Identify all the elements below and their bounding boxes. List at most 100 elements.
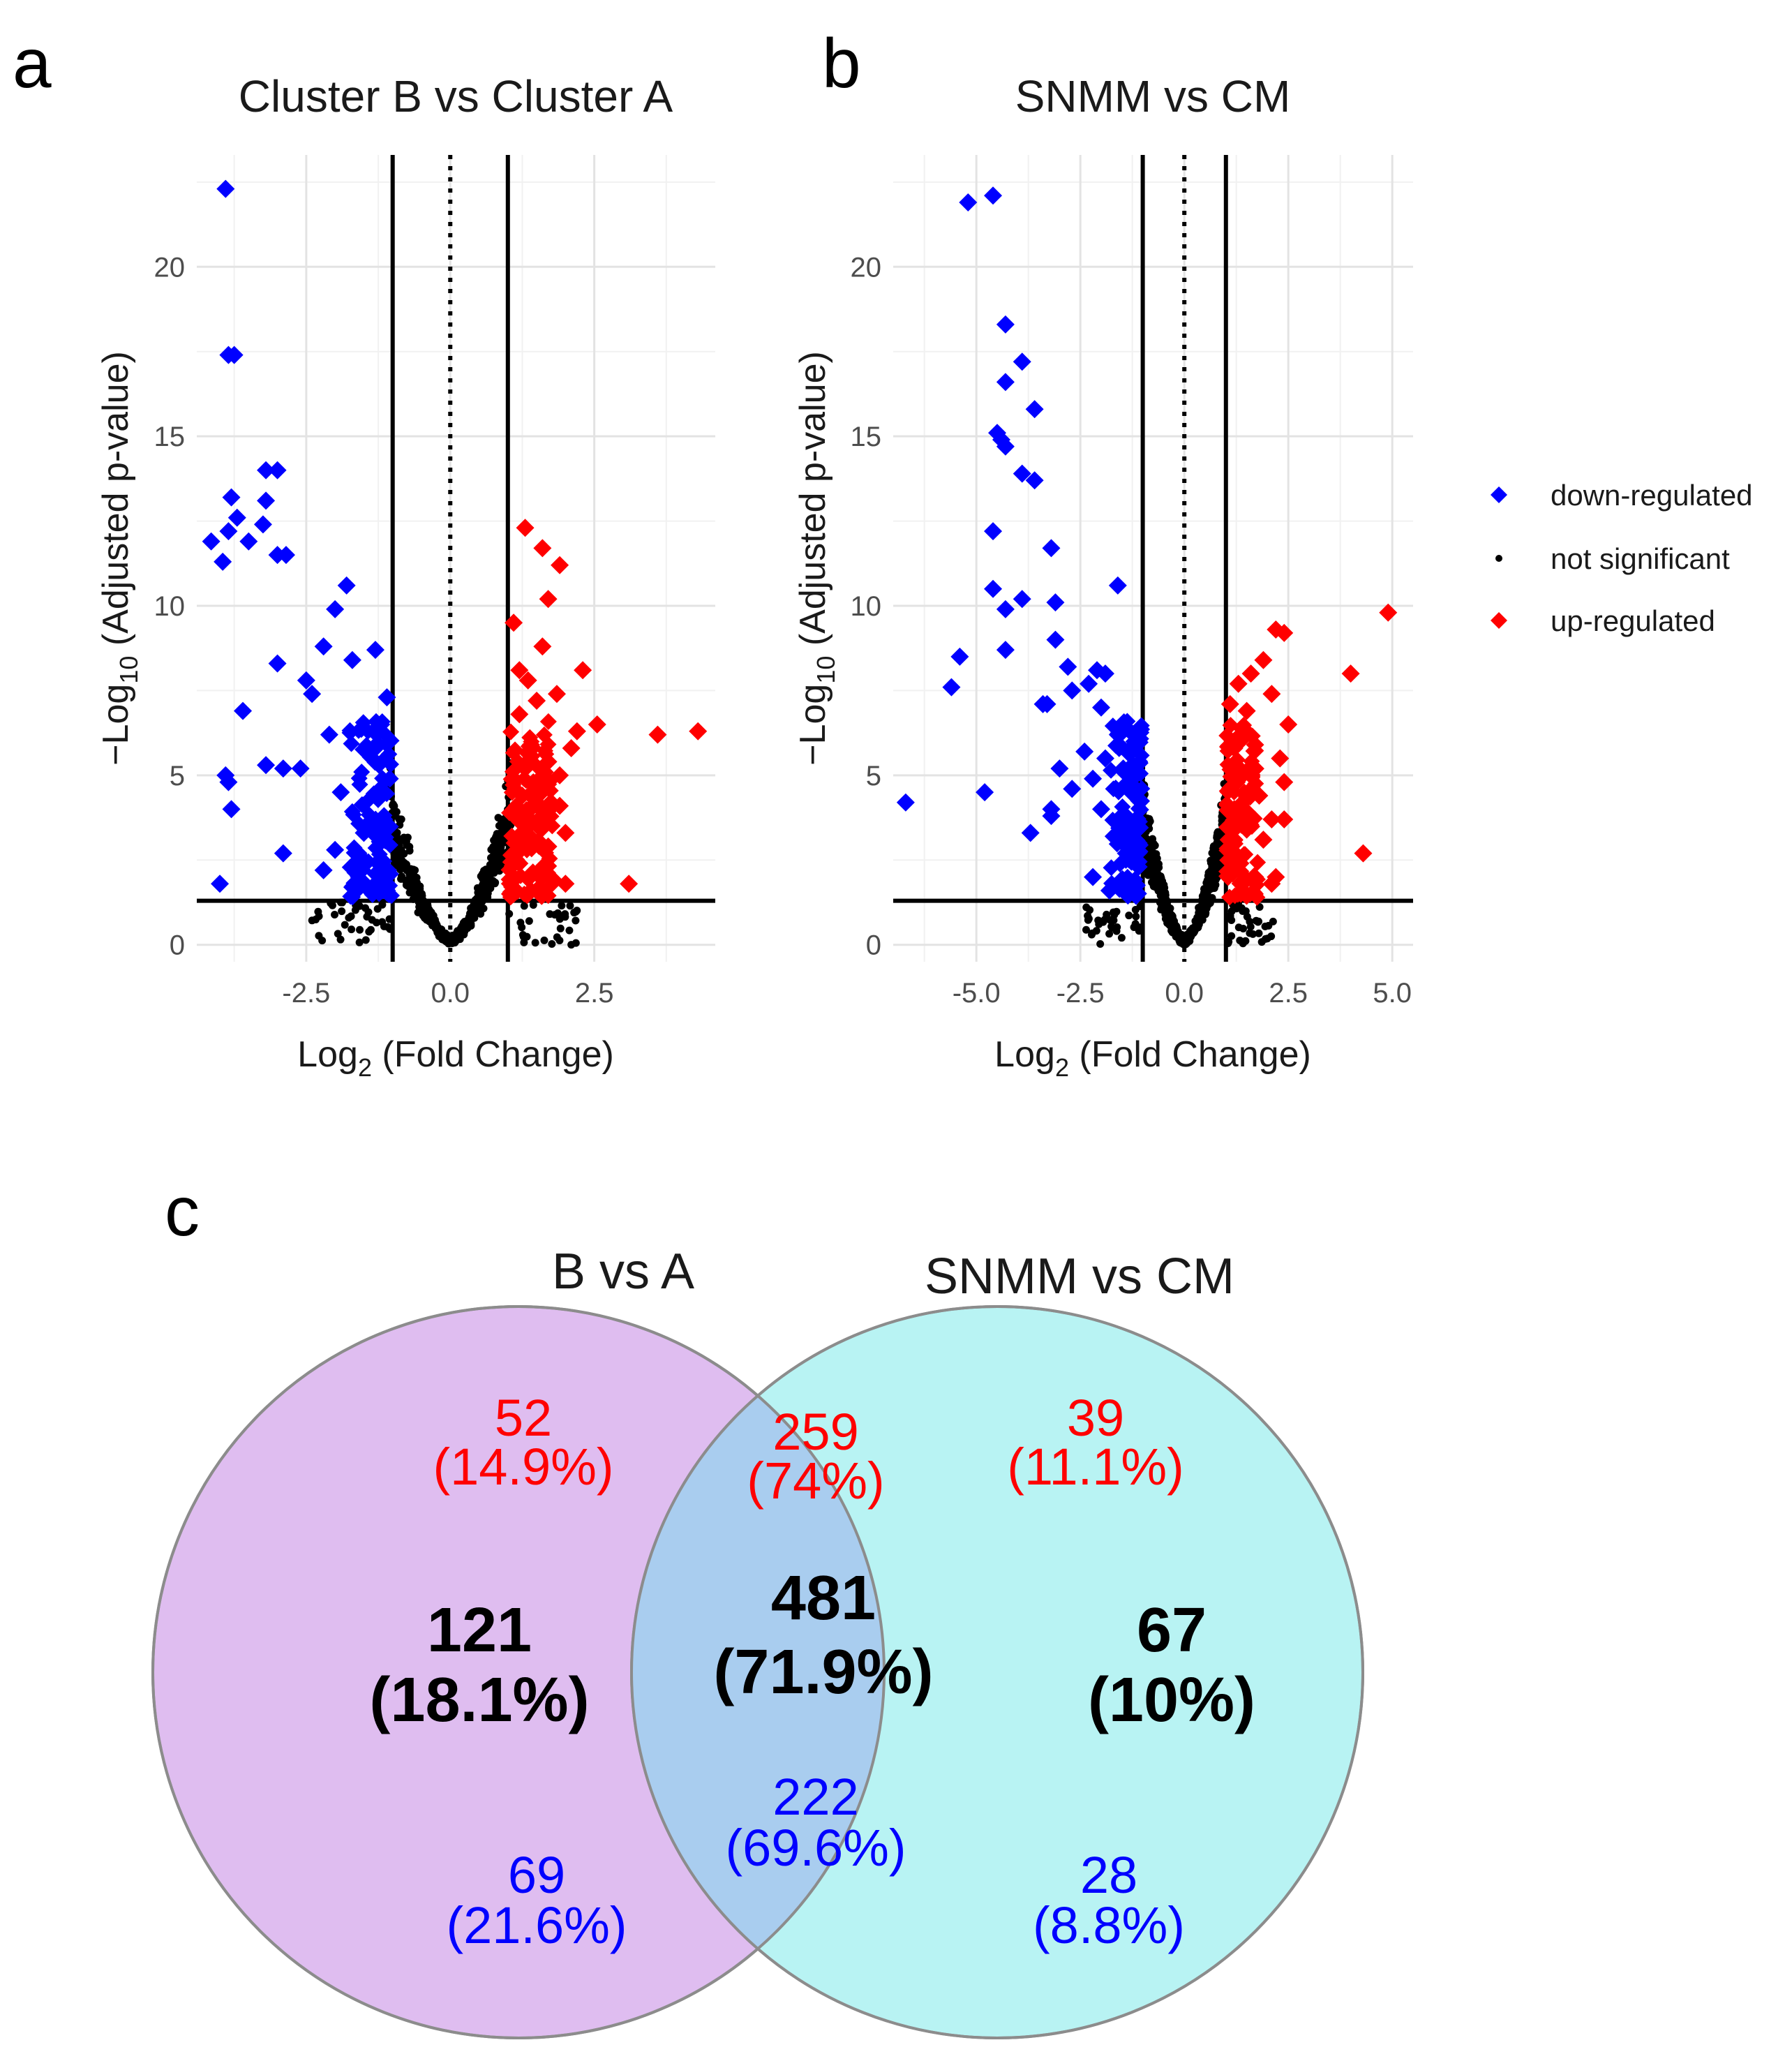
point-up-regulated <box>518 671 537 690</box>
point-not-significant <box>336 935 345 944</box>
venn-overlap-down-pct: (69.6%) <box>725 1819 906 1877</box>
point-up-regulated <box>540 775 558 793</box>
point-not-significant <box>1193 914 1202 922</box>
point-down-regulated <box>268 461 287 479</box>
venn-right-up-count: 39 <box>1067 1389 1124 1447</box>
point-not-significant <box>486 861 494 869</box>
point-down-regulated <box>276 546 295 565</box>
point-up-regulated <box>510 661 529 680</box>
venn-left-total-pct: (18.1%) <box>369 1665 589 1735</box>
point-not-significant <box>1149 842 1158 851</box>
point-not-significant <box>1105 930 1114 938</box>
point-up-regulated <box>533 637 552 656</box>
point-down-regulated <box>950 647 969 666</box>
point-down-regulated <box>959 193 978 211</box>
point-not-significant <box>553 933 561 942</box>
point-not-significant <box>1117 934 1126 942</box>
point-down-regulated <box>372 715 391 734</box>
point-down-regulated <box>253 515 272 534</box>
point-not-significant <box>486 875 494 884</box>
point-not-significant <box>393 861 401 870</box>
point-not-significant <box>409 865 417 874</box>
point-up-regulated <box>556 824 575 842</box>
venn-right-down-count: 28 <box>1080 1846 1137 1904</box>
point-up-regulated <box>1229 847 1248 866</box>
point-down-regulated <box>202 532 221 551</box>
point-not-significant <box>435 928 443 936</box>
x-tick-label-b: -2.5 <box>1056 978 1105 1009</box>
venn-left-down-pct: (21.6%) <box>446 1896 627 1954</box>
point-not-significant <box>1263 935 1271 943</box>
point-down-regulated <box>1075 742 1094 761</box>
point-not-significant <box>1246 918 1254 926</box>
y-axis-title-a: −Log10 (Adjusted p-value) <box>96 351 143 766</box>
venn-circle-right-outline <box>630 1305 1364 2039</box>
point-not-significant <box>518 930 527 939</box>
point-not-significant <box>558 902 566 910</box>
point-up-regulated <box>551 796 569 815</box>
point-down-regulated <box>984 522 1003 541</box>
point-down-regulated <box>1103 859 1120 877</box>
point-up-regulated <box>1275 773 1294 791</box>
point-not-significant <box>466 909 475 918</box>
y-tick-label-a: 0 <box>170 930 185 961</box>
point-up-regulated <box>1225 783 1243 801</box>
point-down-regulated <box>996 315 1015 334</box>
point-down-regulated <box>370 757 387 774</box>
point-up-regulated <box>1222 717 1239 734</box>
point-not-significant <box>1082 903 1091 912</box>
point-not-significant <box>1207 884 1216 893</box>
point-not-significant <box>1092 927 1100 935</box>
point-down-regulated <box>257 491 276 510</box>
legend-key-ns <box>1495 555 1502 562</box>
legend: down-regulated not significant up-regula… <box>1491 479 1753 637</box>
point-not-significant <box>345 914 353 922</box>
panel-label-a: a <box>13 24 52 103</box>
point-up-regulated <box>1221 888 1239 906</box>
point-down-regulated <box>257 756 276 775</box>
x-tick-label-a: -2.5 <box>282 978 330 1009</box>
venn-right-total-pct: (10%) <box>1088 1665 1255 1735</box>
point-down-regulated <box>326 600 345 618</box>
point-down-regulated <box>1050 759 1069 778</box>
point-up-regulated <box>1246 868 1264 886</box>
point-down-regulated <box>371 833 388 850</box>
point-up-regulated <box>1237 701 1256 720</box>
point-up-regulated <box>551 556 569 574</box>
point-up-regulated <box>1229 674 1248 693</box>
point-up-regulated <box>504 763 521 780</box>
point-down-regulated <box>1042 807 1061 826</box>
point-down-regulated <box>1104 827 1123 846</box>
point-down-regulated <box>1108 725 1127 744</box>
point-down-regulated <box>320 725 338 744</box>
chart-title-b: SNMM vs CM <box>1015 71 1291 121</box>
point-not-significant <box>1113 923 1121 931</box>
point-not-significant <box>1165 907 1173 916</box>
point-up-regulated <box>551 766 569 784</box>
point-not-significant <box>1255 917 1263 925</box>
point-down-regulated <box>1121 875 1140 893</box>
point-not-significant <box>328 901 336 909</box>
point-up-regulated <box>539 713 557 730</box>
venn-left-up-pct: (14.9%) <box>433 1438 613 1496</box>
point-not-significant <box>1156 891 1165 900</box>
point-up-regulated <box>648 725 667 744</box>
point-up-regulated <box>1262 810 1281 828</box>
point-up-regulated <box>502 723 520 741</box>
venn-right-down-pct: (8.8%) <box>1033 1896 1185 1954</box>
y-tick-label-b: 15 <box>851 422 882 452</box>
point-up-regulated <box>505 744 522 761</box>
point-down-regulated <box>343 650 361 669</box>
point-down-regulated <box>1125 739 1144 757</box>
point-up-regulated <box>525 773 542 790</box>
point-not-significant <box>484 884 492 892</box>
point-not-significant <box>1107 922 1116 930</box>
venn-circle-left-outline <box>151 1305 886 2039</box>
point-up-regulated <box>536 813 555 832</box>
point-down-regulated <box>343 878 361 897</box>
point-down-regulated <box>1084 769 1103 788</box>
point-not-significant <box>520 938 528 946</box>
point-down-regulated <box>1112 807 1131 826</box>
x-axis-title-a: Log2 (Fold Change) <box>297 1034 614 1082</box>
point-not-significant <box>1195 907 1204 916</box>
